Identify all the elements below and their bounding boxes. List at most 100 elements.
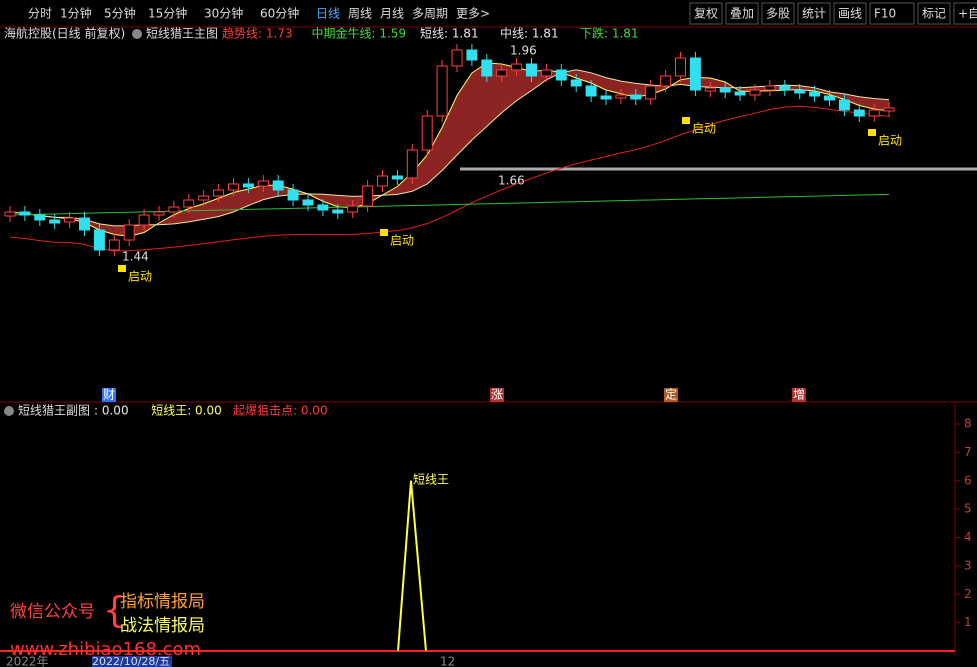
candle [213,189,225,197]
candle [123,224,135,241]
candle [719,87,731,93]
indicator-value: 中期金牛线: 1.59 [312,26,407,41]
toolbar-button-border [833,2,867,25]
signal-label: 启动 [878,134,902,148]
toolbar-button[interactable]: 复权 [694,7,718,21]
y-tick-label: 3 [964,558,972,572]
candle [838,99,850,111]
candle [183,199,195,208]
sub-indicator-name: 短线猎王副图 [18,404,90,418]
candle [228,183,239,191]
toolbar-tab[interactable]: 30分钟 [204,6,243,21]
toolbar-button-border [869,2,915,25]
candle [287,189,299,201]
candle [49,219,61,224]
candle [853,109,865,117]
candle [749,89,761,96]
toolbar-button[interactable]: 多股 [766,7,790,21]
y-tick-label: 7 [964,445,972,459]
date-label: 2022年 [6,655,49,667]
candle [555,69,567,81]
candle [168,206,180,213]
candle [34,214,46,221]
event-label: 增 [793,388,805,402]
ma-long [9,193,890,216]
toolbar-tab[interactable]: 15分钟 [148,6,187,21]
candle [79,217,90,231]
candle [436,65,448,117]
y-tick-label: 6 [964,473,972,487]
watermark-account: 微信公众号 [10,602,95,622]
candle [93,229,105,251]
y-tick-label: 2 [964,587,972,601]
toolbar-tab[interactable]: 分时 [28,7,52,21]
signal-marker [118,265,126,272]
watermark-name: 指标情报局 [120,592,205,612]
signal-marker [868,129,876,136]
event-label: 财 [103,388,115,402]
ma-trend [9,105,890,252]
indicator-icon [4,406,14,416]
indicator-value: 短线: 1.81 [420,27,479,41]
candle [257,180,269,187]
toolbar-button-border [917,2,951,25]
indicator-name: 短线猎王主图 [146,27,218,41]
toolbar-button-border [797,2,831,25]
toolbar-tab[interactable]: 1分钟 [60,6,92,21]
candle [585,85,597,97]
ma-mid [9,69,890,227]
toolbar-button-border [725,2,759,25]
candle [660,75,672,87]
price-annotation: 1.96 [510,44,537,58]
candle [317,204,329,211]
indicator-value: 趋势线: 1.73 [222,27,293,41]
brace: { [103,590,126,631]
candle [302,199,314,206]
signal-label: 启动 [692,122,716,136]
candle [242,183,254,188]
event-marker [102,388,116,402]
candle [64,217,76,223]
watermark-url: www.zhibiao168.com [10,639,201,660]
y-tick-label: 1 [964,615,972,629]
signal-marker [380,229,388,236]
signal-marker [682,117,690,124]
event-label: 定 [665,387,677,402]
toolbar-tab[interactable]: 更多> [456,7,490,21]
toolbar-button[interactable]: 统计 [802,7,826,21]
toolbar-tab[interactable]: 周线 [348,7,372,21]
date-label: 2022/10/28/五 [92,655,170,667]
candle [675,57,686,77]
candle [764,85,776,91]
date-label: 12 [440,655,455,667]
indicator-icon [132,29,142,39]
toolbar-button[interactable]: 画线 [838,7,862,21]
price-annotation: 1.44 [122,250,149,264]
candle [481,59,493,77]
toolbar-tab[interactable]: 月线 [380,7,404,21]
candle [868,109,880,117]
candle [347,205,359,213]
toolbar-button[interactable]: F10 [874,7,896,21]
band [10,63,890,237]
signal-label: 启动 [390,234,414,248]
y-tick-label: 4 [964,530,972,544]
candle [466,49,478,61]
candle [406,149,418,179]
toolbar-button[interactable]: 标记 [922,7,946,21]
indicator-value: 下跌: 1.81 [580,26,639,41]
candle [615,94,627,99]
toolbar-button[interactable]: +自选 [958,7,977,21]
candle [824,95,835,101]
signal-label: 启动 [128,270,152,284]
toolbar-tab[interactable]: 日线 [316,7,340,21]
toolbar-tab[interactable]: 多周期 [412,7,448,21]
toolbar-button[interactable]: 叠加 [730,7,754,21]
toolbar-tab[interactable]: 60分钟 [260,6,299,21]
spike [397,480,427,652]
candle [734,91,746,96]
toolbar-tab[interactable]: 5分钟 [104,6,136,21]
date-highlight [92,656,172,667]
price-annotation: 1.66 [498,174,525,188]
candle [377,175,388,187]
